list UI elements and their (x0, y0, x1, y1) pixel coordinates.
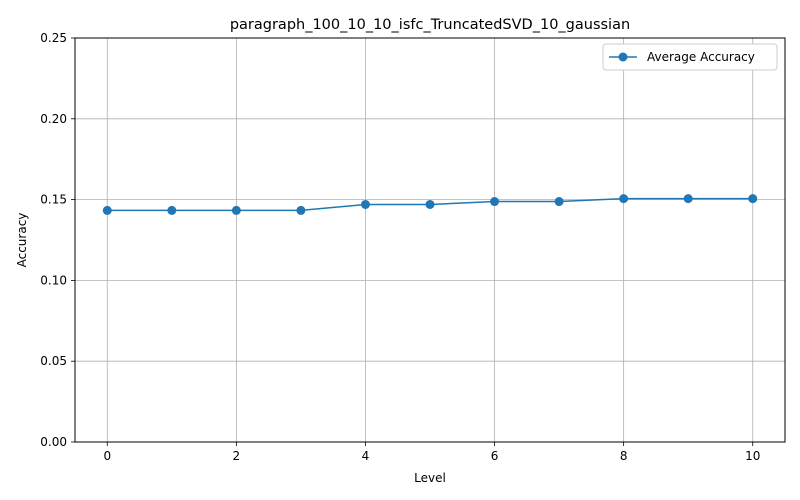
chart-title: paragraph_100_10_10_isfc_TruncatedSVD_10… (230, 17, 630, 33)
data-point (683, 194, 693, 204)
series-layer (102, 194, 758, 215)
legend-box (602, 43, 778, 71)
data-point (748, 194, 758, 204)
y-tick-label: 0.05 (40, 354, 67, 368)
y-tick-label: 0.25 (40, 31, 67, 45)
data-point (360, 199, 370, 209)
x-tick-label: 6 (491, 449, 499, 463)
x-tick-label: 2 (233, 449, 241, 463)
plot-frame (74, 37, 786, 443)
x-tick-label: 10 (745, 449, 760, 463)
x-axis-label: Level (414, 471, 446, 485)
x-tick-label: 4 (362, 449, 370, 463)
legend-series-label: Average Accuracy (647, 50, 755, 64)
data-point (102, 205, 112, 215)
data-point (296, 205, 306, 215)
data-point (619, 194, 629, 204)
legend-series-marker (618, 52, 628, 62)
ticks: 0 2 4 6 8 10 0.00 0.05 0.10 0.15 0.20 0.25 (40, 31, 760, 463)
data-point (490, 197, 500, 207)
y-axis-label: Accuracy (15, 213, 29, 268)
y-tick-label: 0.20 (40, 112, 67, 126)
data-point (167, 205, 177, 215)
data-point (425, 199, 435, 209)
data-point (231, 205, 241, 215)
y-tick-label: 0.00 (40, 435, 67, 449)
y-tick-label: 0.15 (40, 193, 67, 207)
x-tick-label: 0 (103, 449, 111, 463)
x-tick-label: 8 (620, 449, 628, 463)
data-point (554, 197, 564, 207)
y-tick-label: 0.10 (40, 273, 67, 287)
legend: Average Accuracy (602, 43, 778, 71)
